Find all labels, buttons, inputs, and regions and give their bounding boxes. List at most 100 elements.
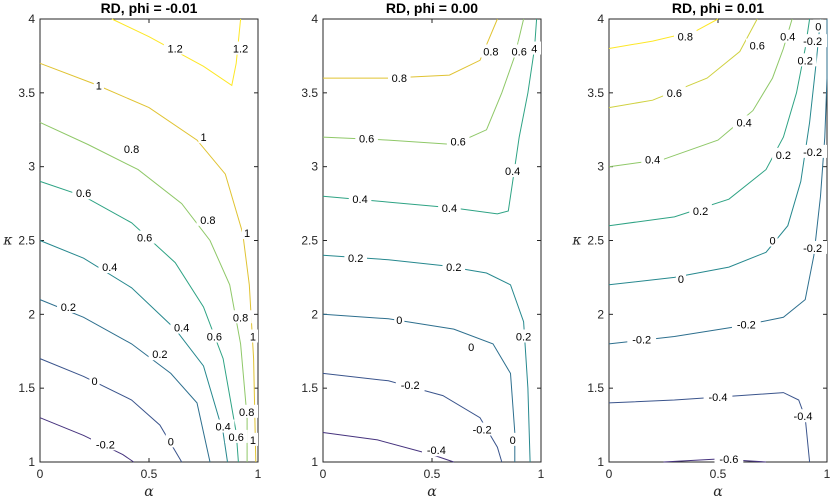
contour-label-bg <box>120 141 143 155</box>
contour-label-bg <box>507 44 531 58</box>
contour-label: 0.4 <box>737 117 752 129</box>
contour-label-bg <box>745 38 769 52</box>
contour-label: -0.2 <box>473 425 492 437</box>
contour-label-bg <box>242 226 253 240</box>
contour-label-bg <box>348 192 372 206</box>
contour-label: 1 <box>250 435 256 447</box>
contour-label-bg <box>663 85 686 99</box>
contour-label: 0 <box>396 315 402 327</box>
contour-label: -0.4 <box>709 392 728 404</box>
contour-label-bg <box>438 201 461 215</box>
contour-label: 0.4 <box>645 154 660 166</box>
contour-label-bg <box>798 34 827 48</box>
subplot-phi-0-00: RD, phi = 0.00 α 0 0.5 1 1 1.5 2 2.5 3 3.5 4 -0.4 -… <box>301 0 544 500</box>
contour-label-bg <box>703 390 733 404</box>
contour-label-bg <box>198 130 209 144</box>
x-axis-label: α <box>144 484 154 500</box>
contour-line <box>322 313 516 462</box>
contour-label: 1 <box>96 80 102 92</box>
contour-label: 0.4 <box>505 166 520 178</box>
contour-label: 0 <box>510 435 516 447</box>
contour-label-bg <box>788 409 818 423</box>
contour-label-bg <box>247 432 258 446</box>
contour-label: 0 <box>168 436 174 448</box>
y-tick-label: 1.5 <box>301 381 318 395</box>
contour-line <box>322 18 538 215</box>
contour-label: 1.2 <box>233 44 248 56</box>
contour-label: -0.2 <box>632 334 651 346</box>
contour-label: 0.8 <box>678 32 693 44</box>
contour-label-bg <box>57 299 80 313</box>
contour-label: 0.4 <box>102 262 117 274</box>
x-tick-label: 0 <box>606 467 613 481</box>
contour-label: 0.6 <box>359 134 374 146</box>
contour-label: 0.2 <box>152 349 167 361</box>
contour-label-bg <box>731 317 761 331</box>
contour-label-bg <box>196 212 220 226</box>
contour-label: 0.6 <box>750 41 765 53</box>
y-axis-label: κ <box>571 233 581 249</box>
contour-label-bg <box>442 260 466 274</box>
contour-label: 0.2 <box>61 302 76 314</box>
contour-line <box>39 121 248 462</box>
contour-label-bg <box>512 329 535 343</box>
contour-label-bg <box>163 41 187 55</box>
contour-label-bg <box>732 115 756 129</box>
contour-label: 0.4 <box>174 323 189 335</box>
y-tick-label: 3.5 <box>18 86 35 100</box>
contour-label: 0.6 <box>451 137 466 149</box>
contour-label: 0 <box>769 236 775 248</box>
subplot-phi-minus-0-01: RD, phi = -0.01 α κ 0 0.5 1 1 1.5 2 2.5 3 3.5 4 -0… <box>2 0 261 500</box>
contour-label: 0.2 <box>348 253 363 265</box>
contour-label: 0.2 <box>516 331 531 343</box>
contour-label: -0.2 <box>737 320 756 332</box>
subplot-phi-0-01: RD, phi = 0.01 α κ 0 0.5 1 1 1.5 2 2.5 3 3.5 4 -0.… <box>571 0 830 500</box>
y-tick-label: 2 <box>311 307 318 321</box>
contour-label-bg <box>501 164 524 178</box>
contour-label: 0 <box>91 376 97 388</box>
contour-line <box>608 18 811 227</box>
y-tick-label: 1.5 <box>587 381 604 395</box>
contour-label-bg <box>247 329 258 343</box>
contour-label: 0.6 <box>512 46 527 58</box>
contour-line <box>323 18 498 79</box>
contour-label-bg <box>507 432 518 446</box>
contour-label-bg <box>355 131 378 145</box>
contour-label-bg <box>235 404 258 418</box>
contour-label-bg <box>479 44 503 58</box>
contour-label: -0.4 <box>794 411 813 423</box>
contour-label: -0.2 <box>96 439 115 451</box>
axes-frame <box>322 18 542 463</box>
contour-label-bg <box>165 434 176 448</box>
contour-label: 1.2 <box>168 44 183 56</box>
contour-label: 0 <box>815 21 821 33</box>
contour-label: 0.6 <box>207 331 222 343</box>
contour-label-bg <box>793 53 817 67</box>
x-tick-label: 1 <box>255 467 262 481</box>
contour-label-bg <box>798 144 827 158</box>
y-tick-label: 2.5 <box>18 234 35 248</box>
contour-line <box>39 62 257 463</box>
contour-label-bg <box>767 233 778 247</box>
x-tick-label: 0.5 <box>141 467 158 481</box>
contour-label-bg <box>229 310 252 324</box>
contour-label: -0.2 <box>803 243 822 255</box>
contour-line <box>322 254 531 463</box>
contour-label-bg <box>203 329 226 343</box>
y-tick-label: 2 <box>597 307 604 321</box>
contour-label-bg <box>813 19 824 33</box>
contour-label-bg <box>229 41 252 55</box>
x-tick-label: 0.5 <box>424 467 441 481</box>
y-axis-label: κ <box>2 233 12 249</box>
y-tick-label: 1.5 <box>18 381 35 395</box>
contour-line <box>111 18 242 87</box>
contour-label-bg <box>344 251 367 265</box>
contour-label: 0.8 <box>392 73 407 85</box>
y-tick-label: 1 <box>311 455 318 469</box>
contour-line <box>608 18 758 109</box>
contour-label: 0.6 <box>667 88 682 100</box>
contour-label: 0.6 <box>229 432 244 444</box>
y-tick-label: 1 <box>28 455 35 469</box>
contour-label: 0.4 <box>442 203 457 215</box>
subplot-title: RD, phi = 0.00 <box>386 0 478 16</box>
